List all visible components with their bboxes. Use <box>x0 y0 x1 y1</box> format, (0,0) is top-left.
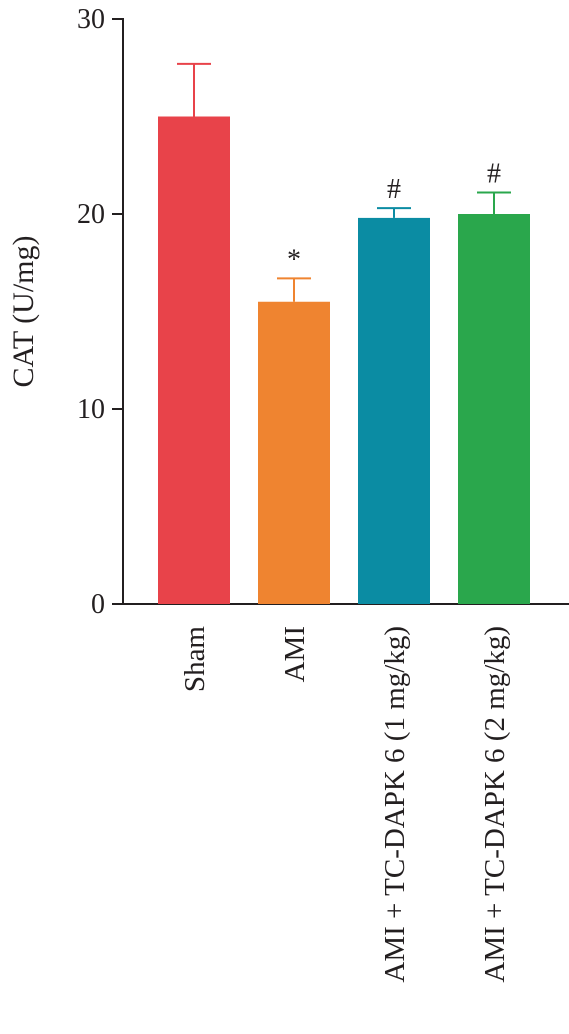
category-label: AMI <box>279 626 311 682</box>
y-tick-label: 30 <box>77 4 105 35</box>
y-tick-label: 10 <box>77 394 105 425</box>
significance-marker: # <box>487 159 501 190</box>
category-label: Sham <box>179 626 211 693</box>
category-label: AMI + TC-DAPK 6 (2 mg/kg) <box>479 626 511 983</box>
y-tick-label: 20 <box>77 199 105 230</box>
significance-marker: # <box>387 174 401 205</box>
bar <box>158 116 230 604</box>
bar <box>258 301 330 604</box>
y-tick-label: 0 <box>91 589 105 620</box>
bar <box>458 214 530 604</box>
y-axis-title: CAT (U/mg) <box>7 236 40 388</box>
category-label: AMI + TC-DAPK 6 (1 mg/kg) <box>379 626 411 983</box>
significance-marker: * <box>287 244 301 275</box>
bar <box>358 217 430 604</box>
